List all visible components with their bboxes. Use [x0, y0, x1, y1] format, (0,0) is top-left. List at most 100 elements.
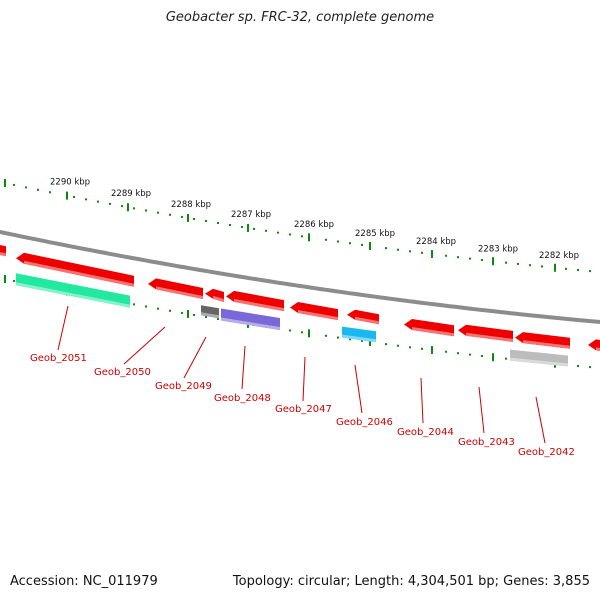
minor-tick — [325, 334, 327, 337]
gene-label: Geob_2049 — [155, 381, 212, 392]
minor-tick — [481, 258, 483, 261]
scale-label: 2282 kbp — [539, 251, 579, 261]
minor-tick — [409, 250, 411, 253]
minor-tick — [349, 338, 351, 341]
scale-label: 2290 kbp — [50, 177, 90, 187]
minor-tick — [133, 303, 135, 306]
minor-tick — [37, 188, 39, 191]
minor-tick — [301, 331, 303, 334]
label-leader — [57, 305, 69, 351]
genome-backbone — [0, 229, 600, 325]
label-leader — [478, 386, 485, 434]
minor-tick — [205, 220, 207, 223]
minor-tick — [157, 211, 159, 214]
gene-label: Geob_2046 — [336, 417, 393, 428]
minor-tick — [589, 270, 591, 273]
minor-tick — [13, 183, 15, 186]
gene-bevel — [16, 282, 130, 308]
minor-tick — [121, 205, 123, 208]
label-leader — [183, 336, 207, 379]
minor-tick — [337, 240, 339, 243]
minor-tick — [457, 256, 459, 259]
minor-tick — [577, 268, 579, 271]
gene-bevel — [510, 357, 568, 367]
minor-tick — [265, 229, 267, 232]
minor-tick — [145, 209, 147, 212]
gene-bevel — [156, 286, 203, 299]
minor-tick — [13, 279, 15, 282]
minor-tick — [469, 353, 471, 356]
minor-tick — [589, 366, 591, 369]
gene-bevel — [298, 310, 338, 321]
label-leader — [302, 356, 306, 402]
minor-tick — [505, 261, 507, 264]
minor-tick — [409, 346, 411, 349]
label-leader — [535, 396, 546, 444]
minor-tick — [541, 265, 543, 268]
accession-label: Accession: NC_011979 — [10, 574, 158, 589]
gene-bevel — [412, 327, 454, 337]
scale-label: 2287 kbp — [231, 210, 271, 220]
minor-tick — [217, 318, 219, 321]
gene-label: Geob_2044 — [397, 427, 454, 438]
minor-tick — [145, 305, 147, 308]
minor-tick — [397, 344, 399, 347]
label-leader — [420, 377, 424, 424]
minor-tick — [109, 202, 111, 205]
minor-tick — [301, 235, 303, 238]
minor-tick — [169, 213, 171, 216]
minor-tick — [157, 307, 159, 310]
genome-summary: Topology: circular; Length: 4,304,501 bp… — [232, 574, 590, 589]
minor-tick — [421, 347, 423, 350]
gene-label: Geob_2042 — [518, 447, 575, 458]
label-leader — [241, 345, 246, 390]
minor-tick — [193, 217, 195, 220]
minor-tick — [205, 316, 207, 319]
minor-tick — [445, 254, 447, 257]
minor-tick — [385, 343, 387, 346]
scale-label: 2283 kbp — [478, 245, 518, 255]
gene-bevel — [342, 334, 376, 343]
minor-tick — [337, 336, 339, 339]
minor-tick — [421, 251, 423, 254]
minor-tick — [289, 233, 291, 236]
minor-tick — [577, 364, 579, 367]
minor-tick — [361, 243, 363, 246]
gene-bevel — [201, 312, 219, 319]
title: Geobacter sp. FRC-32, complete genome — [165, 10, 435, 25]
gene-features — [0, 245, 600, 367]
minor-tick — [181, 215, 183, 218]
outer-tick-track — [4, 179, 591, 273]
gene-bevel — [0, 252, 6, 257]
minor-tick — [25, 186, 27, 189]
minor-tick — [181, 311, 183, 314]
minor-tick — [457, 352, 459, 355]
minor-tick — [289, 329, 291, 332]
minor-tick — [481, 354, 483, 357]
minor-tick — [241, 225, 243, 228]
minor-tick — [349, 242, 351, 245]
scale-label: 2284 kbp — [416, 237, 456, 247]
minor-tick — [505, 357, 507, 360]
minor-tick — [73, 195, 75, 198]
minor-tick — [253, 227, 255, 230]
gene-label: Geob_2050 — [94, 367, 151, 378]
minor-tick — [193, 313, 195, 316]
minor-tick — [565, 267, 567, 270]
gene-label: Geob_2043 — [458, 437, 515, 448]
minor-tick — [169, 309, 171, 312]
gene-bevel — [523, 340, 570, 349]
gene-bevel — [596, 347, 600, 351]
minor-tick — [361, 339, 363, 342]
minor-tick — [229, 224, 231, 227]
minor-tick — [85, 198, 87, 201]
minor-tick — [397, 248, 399, 251]
minor-tick — [133, 207, 135, 210]
gene-bevel — [466, 332, 513, 342]
gene-bevel — [213, 295, 224, 302]
gene-bevel — [24, 260, 134, 287]
gene-bevel — [234, 298, 284, 312]
minor-tick — [529, 264, 531, 267]
